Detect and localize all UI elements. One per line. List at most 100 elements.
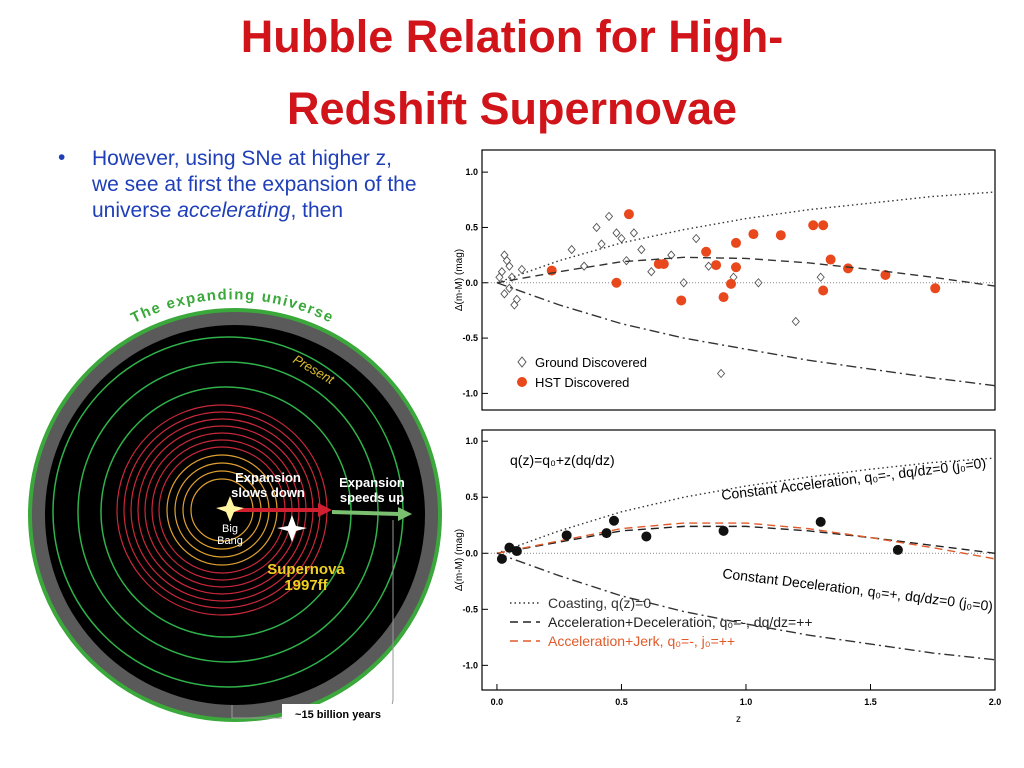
diamond-point bbox=[692, 233, 701, 244]
y-tick-label: -1.0 bbox=[462, 660, 478, 670]
diamond-point bbox=[597, 239, 606, 249]
diamond-point bbox=[647, 267, 656, 277]
speeds-label: speeds up bbox=[340, 490, 404, 505]
legend-marker bbox=[517, 356, 527, 368]
point bbox=[748, 229, 759, 240]
point bbox=[930, 283, 941, 294]
point bbox=[701, 246, 712, 257]
y-tick-label: 1.0 bbox=[465, 436, 478, 446]
diamond-point bbox=[592, 222, 601, 233]
y-tick-label: -0.5 bbox=[462, 333, 478, 343]
point bbox=[711, 260, 722, 271]
model-line bbox=[496, 282, 996, 387]
point bbox=[892, 544, 903, 555]
point bbox=[718, 292, 729, 303]
red-rings bbox=[116, 404, 328, 616]
big-bang-label: Big bbox=[222, 523, 238, 535]
diamond-point bbox=[612, 228, 621, 238]
bullet-dot: • bbox=[58, 146, 66, 169]
point bbox=[676, 295, 687, 306]
supernova-star bbox=[277, 515, 307, 542]
big-bang-star bbox=[216, 496, 244, 522]
point bbox=[623, 209, 634, 220]
legend-label: Acceleration+Deceleration, q₀=-, dq/dz=+… bbox=[548, 614, 813, 630]
diamond-point bbox=[667, 250, 676, 260]
point bbox=[818, 285, 829, 296]
diamond-point bbox=[716, 368, 726, 379]
diamond-point bbox=[567, 244, 576, 255]
model-line bbox=[496, 552, 996, 661]
diamond-point bbox=[604, 211, 614, 222]
legend-marker bbox=[517, 377, 527, 387]
slows-label: slows down bbox=[231, 485, 305, 500]
annotation: q(z)=q₀+z(dq/dz) bbox=[510, 452, 615, 468]
legend-label: HST Discovered bbox=[535, 375, 629, 390]
diamond-point bbox=[497, 267, 507, 277]
point bbox=[726, 278, 737, 289]
diamond-point bbox=[622, 255, 631, 266]
point bbox=[880, 270, 891, 281]
slows-label: Expansion bbox=[235, 470, 301, 485]
bullet-part: , then bbox=[290, 199, 343, 222]
point bbox=[775, 230, 786, 241]
x-tick-label: 1.5 bbox=[864, 697, 877, 707]
model-line bbox=[496, 522, 996, 560]
title-line: Redshift Supernovae bbox=[287, 83, 737, 134]
diamond-point bbox=[791, 316, 800, 327]
legend-label: Ground Discovered bbox=[535, 355, 647, 370]
diamond-point bbox=[754, 278, 763, 288]
diamond-point bbox=[637, 244, 646, 255]
point bbox=[818, 220, 829, 231]
title-line: Hubble Relation for High- bbox=[241, 11, 783, 62]
point bbox=[718, 525, 729, 536]
x-tick-label: 0.5 bbox=[615, 697, 628, 707]
point bbox=[608, 515, 619, 526]
bullet-emphasis: accelerating bbox=[177, 199, 291, 222]
big-bang-label: Bang bbox=[217, 535, 243, 547]
x-tick-label: 2.0 bbox=[989, 697, 1002, 707]
y-axis-label: Δ(m-M) (mag) bbox=[454, 529, 465, 591]
plot-frame bbox=[481, 429, 996, 691]
x-tick-label: 1.0 bbox=[740, 697, 753, 707]
point bbox=[815, 516, 826, 527]
speeds-label: Expansion bbox=[339, 475, 405, 490]
point bbox=[658, 258, 669, 269]
diamond-point bbox=[629, 228, 639, 238]
point bbox=[496, 553, 507, 564]
age-label: ~15 billion years bbox=[295, 709, 381, 721]
y-tick-label: 0.0 bbox=[465, 278, 478, 288]
x-tick-label: 0.0 bbox=[491, 697, 504, 707]
supernova-label: 1997ff bbox=[284, 577, 328, 594]
point bbox=[731, 237, 742, 248]
point bbox=[504, 542, 515, 553]
diamond-point bbox=[517, 264, 526, 275]
arrow-head bbox=[318, 503, 332, 517]
legend-label: Acceleration+Jerk, q₀=-, j₀=++ bbox=[548, 633, 735, 649]
plot-frame bbox=[481, 149, 996, 411]
diamond-point bbox=[816, 272, 825, 282]
legend-label: Coasting, q(z)=0 bbox=[548, 595, 651, 611]
point bbox=[601, 528, 612, 539]
point bbox=[641, 531, 652, 542]
point bbox=[561, 530, 572, 541]
model-line bbox=[496, 191, 996, 284]
point bbox=[808, 220, 819, 231]
point bbox=[611, 277, 622, 288]
diamond-point bbox=[505, 261, 514, 271]
diamond-point bbox=[704, 261, 713, 271]
diamond-point bbox=[505, 283, 514, 293]
diamond-point bbox=[679, 278, 688, 288]
diamond-point bbox=[500, 289, 509, 299]
y-tick-label: 0.0 bbox=[465, 548, 478, 558]
y-tick-label: 0.5 bbox=[465, 492, 478, 502]
y-tick-label: 0.5 bbox=[465, 222, 478, 232]
y-axis-label: Δ(m-M) (mag) bbox=[454, 249, 465, 311]
model-line bbox=[496, 256, 996, 287]
diamond-point bbox=[512, 294, 521, 305]
y-tick-label: -0.5 bbox=[462, 604, 478, 614]
point bbox=[825, 254, 836, 265]
universe-core bbox=[45, 325, 425, 705]
arrow-green bbox=[331, 510, 401, 516]
